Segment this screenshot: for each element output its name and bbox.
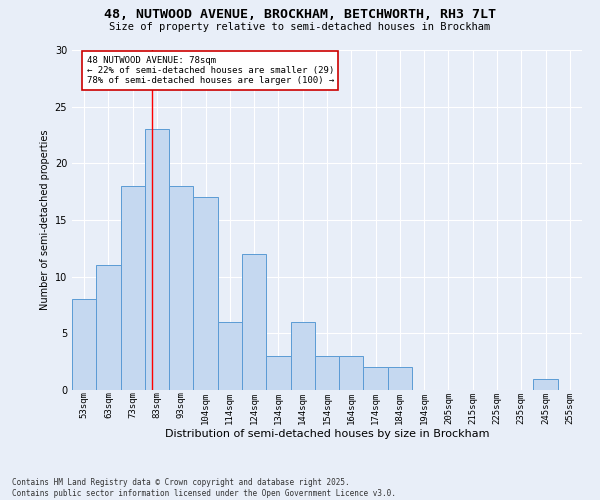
Bar (121, 186, 145, 390)
Bar (339, 356, 364, 390)
Text: 48 NUTWOOD AVENUE: 78sqm
← 22% of semi-detached houses are smaller (29)
78% of s: 48 NUTWOOD AVENUE: 78sqm ← 22% of semi-d… (86, 56, 334, 86)
Y-axis label: Number of semi-detached properties: Number of semi-detached properties (40, 130, 50, 310)
Bar (364, 368, 388, 390)
Bar (533, 378, 558, 390)
X-axis label: Distribution of semi-detached houses by size in Brockham: Distribution of semi-detached houses by … (165, 429, 489, 439)
Text: Size of property relative to semi-detached houses in Brockham: Size of property relative to semi-detach… (109, 22, 491, 32)
Bar (96, 266, 121, 390)
Bar (388, 368, 412, 390)
Bar (290, 322, 315, 390)
Bar (193, 198, 218, 390)
Bar (145, 130, 169, 390)
Bar (218, 322, 242, 390)
Bar (315, 356, 339, 390)
Text: Contains HM Land Registry data © Crown copyright and database right 2025.
Contai: Contains HM Land Registry data © Crown c… (12, 478, 396, 498)
Text: 48, NUTWOOD AVENUE, BROCKHAM, BETCHWORTH, RH3 7LT: 48, NUTWOOD AVENUE, BROCKHAM, BETCHWORTH… (104, 8, 496, 20)
Bar (72, 300, 96, 390)
Bar (266, 356, 290, 390)
Bar (242, 254, 266, 390)
Bar (169, 186, 193, 390)
